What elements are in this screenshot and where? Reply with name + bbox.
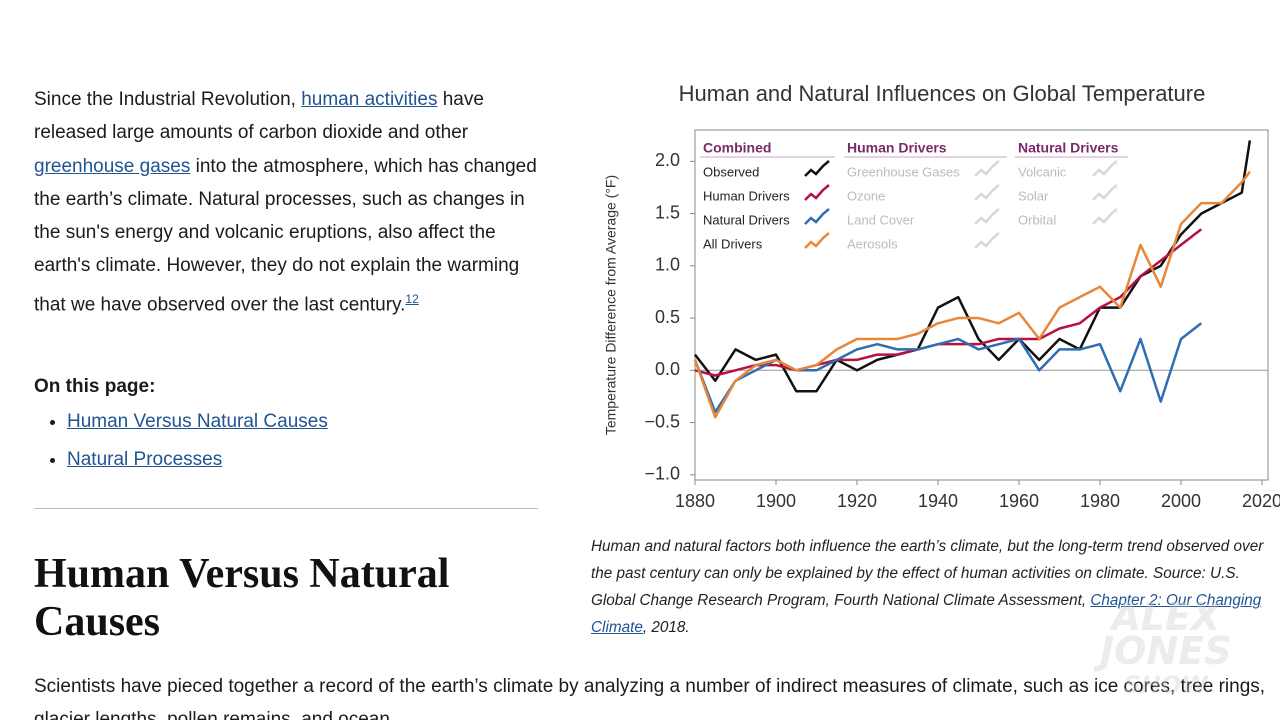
legend-swatch	[804, 208, 830, 225]
legend-title: Natural Drivers	[1018, 140, 1119, 156]
intro: Since the Industrial Revolution, human a…	[34, 83, 539, 321]
x-tick-label: 1920	[837, 491, 877, 511]
link[interactable]: greenhouse gases	[34, 155, 191, 177]
series-line	[693, 171, 1251, 419]
link[interactable]: Human Versus Natural Causes	[67, 411, 328, 433]
text: have released large amounts of carbon di…	[34, 89, 484, 144]
toc: On this page: Human Versus Natural Cause…	[34, 370, 539, 479]
watermark: ALEX JONES SHOW	[1100, 595, 1232, 702]
legend-swatch	[804, 160, 830, 177]
watermark-text: SHOW	[1123, 671, 1208, 699]
text: , 2018.	[642, 619, 690, 636]
text: Scientists have pieced together a record…	[34, 676, 1266, 720]
legend-swatch	[974, 232, 1000, 249]
text: Human and natural factors both influence…	[591, 538, 1264, 609]
text: into the atmosphere, which has changed t…	[34, 155, 537, 316]
legend-swatch	[1092, 184, 1118, 201]
y-tick-label: 2.0	[655, 150, 680, 170]
y-tick-label: 1.0	[655, 255, 680, 275]
section: Human Versus Natural Causes	[34, 550, 554, 646]
legend-swatch	[974, 160, 1000, 177]
legend-title: Human Drivers	[847, 140, 947, 156]
legend-label: Solar	[1018, 188, 1049, 203]
heading: Human Versus Natural Causes	[34, 551, 450, 645]
legend-label: All Drivers	[703, 236, 763, 251]
legend-swatch	[974, 184, 1000, 201]
link[interactable]: Chapter 2: Our Changing Climate	[591, 592, 1262, 636]
legend-label: Ozone	[847, 188, 885, 203]
x-tick-label: 2000	[1161, 491, 1201, 511]
legend-label: Orbital	[1018, 212, 1056, 227]
legend-label: Observed	[703, 164, 759, 179]
link[interactable]: human activities	[301, 89, 438, 110]
series-line	[693, 322, 1203, 414]
y-tick-label: −1.0	[644, 464, 680, 484]
toc-item: Natural Processes	[67, 441, 539, 479]
legend-label: Greenhouse Gases	[847, 164, 960, 179]
body: Scientists have pieced together a record…	[34, 670, 1274, 720]
plot-frame	[694, 129, 1269, 481]
legend-swatch	[1092, 208, 1118, 225]
x-tick-label: 1980	[1080, 491, 1120, 511]
series-line	[694, 228, 1203, 377]
divider	[34, 508, 538, 509]
legend-label: Human Drivers	[703, 188, 790, 203]
link[interactable]: Natural Processes	[67, 449, 223, 471]
legend-swatch	[1092, 160, 1118, 177]
watermark-text: ALEX	[1111, 595, 1221, 639]
chart-title: Human and Natural Influences on Global T…	[679, 81, 1206, 106]
legend-label: Aerosols	[847, 236, 898, 251]
y-axis-label: Temperature Difference from Average (°F)	[603, 175, 619, 435]
legend-title: Combined	[703, 140, 771, 156]
x-tick-label: 1940	[918, 491, 958, 511]
legend-label: Natural Drivers	[703, 212, 790, 227]
toc-title: On this page:	[34, 376, 156, 397]
y-tick-label: 0.0	[655, 359, 680, 379]
footnote-link[interactable]: 12	[405, 291, 419, 306]
legend-swatch	[804, 232, 830, 249]
legend-label: Land Cover	[847, 212, 915, 227]
legend-label: Volcanic	[1018, 164, 1067, 179]
x-tick-label: 2020	[1242, 491, 1280, 511]
caption: Human and natural factors both influence…	[591, 533, 1280, 641]
y-tick-label: 0.5	[655, 307, 680, 327]
toc-item: Human Versus Natural Causes	[67, 403, 539, 441]
text: Since the Industrial Revolution,	[34, 89, 302, 110]
y-tick-label: −0.5	[644, 411, 680, 431]
legend-swatch	[804, 184, 830, 201]
x-tick-label: 1900	[756, 491, 796, 511]
legend-swatch	[974, 208, 1000, 225]
toc-list: Human Versus Natural Causes Natural Proc…	[34, 403, 539, 479]
y-tick-label: 1.5	[655, 202, 680, 222]
x-tick-label: 1960	[999, 491, 1039, 511]
x-tick-label: 1880	[675, 491, 715, 511]
watermark-text: JONES	[1100, 629, 1232, 673]
